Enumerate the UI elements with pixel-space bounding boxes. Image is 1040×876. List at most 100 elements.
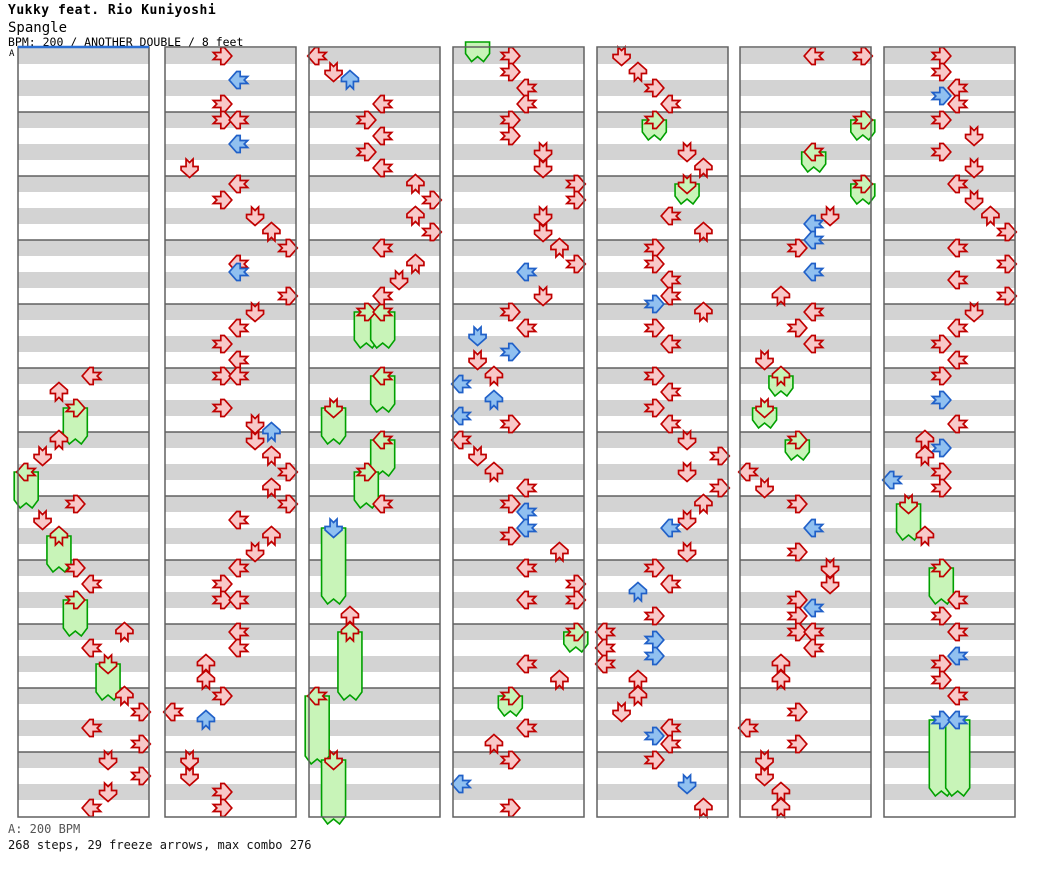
- beat-stripe: [165, 272, 296, 288]
- freeze-arrow-head: [306, 686, 329, 706]
- beat-stripe: [884, 208, 1015, 224]
- note-arrow: [211, 398, 233, 418]
- note-arrow: [786, 542, 808, 562]
- note-arrow: [660, 94, 682, 114]
- note-arrow: [643, 726, 665, 746]
- note-arrow: [643, 78, 665, 98]
- note-arrow: [484, 389, 504, 412]
- note-arrow: [276, 286, 299, 306]
- note-arrow: [81, 638, 103, 658]
- note-arrow: [196, 709, 216, 732]
- note-arrow: [660, 734, 682, 754]
- note-arrow: [211, 46, 233, 66]
- freeze-arrow-body: [895, 503, 922, 542]
- note-arrow: [643, 254, 665, 274]
- freeze-arrow-body: [353, 471, 380, 510]
- note-arrow: [180, 748, 199, 771]
- beat-stripe: [309, 720, 440, 736]
- freeze-arrow-head: [851, 174, 874, 194]
- note-arrow: [372, 238, 394, 258]
- note-arrow: [450, 374, 473, 394]
- column-border: [739, 46, 872, 818]
- note-arrow: [162, 702, 185, 722]
- note-arrow: [533, 204, 553, 227]
- note-arrow: [499, 526, 521, 546]
- note-arrow: [930, 142, 952, 162]
- note-arrow: [499, 342, 521, 362]
- beat-stripe: [18, 752, 149, 768]
- freeze-arrow-head: [899, 492, 918, 515]
- note-arrow: [851, 46, 874, 66]
- note-arrow: [755, 748, 774, 771]
- note-arrow: [947, 174, 969, 194]
- beat-stripe: [453, 208, 584, 224]
- note-arrow: [981, 205, 1000, 228]
- freeze-arrow-head: [324, 516, 343, 539]
- note-arrow: [660, 206, 682, 226]
- beat-stripe: [884, 304, 1015, 320]
- note-arrow: [115, 621, 134, 644]
- freeze-arrow-head: [340, 621, 360, 644]
- note-arrow: [262, 477, 281, 500]
- note-arrow: [468, 444, 487, 467]
- beat-stripe: [18, 80, 149, 96]
- freeze-arrow-body: [13, 471, 39, 510]
- note-arrow: [245, 428, 265, 451]
- freeze-arrow-head: [64, 590, 86, 610]
- note-arrow: [947, 318, 969, 338]
- column-border: [308, 46, 441, 818]
- note-arrow: [628, 685, 648, 708]
- note-arrow: [771, 797, 791, 820]
- chart-column-1: [13, 45, 152, 818]
- note-arrow: [677, 772, 697, 795]
- beat-stripe: [309, 48, 440, 64]
- beat-stripe: [740, 272, 871, 288]
- note-arrow: [643, 646, 665, 666]
- note-arrow: [81, 798, 103, 818]
- beat-stripe: [597, 496, 728, 512]
- freeze-arrow-head: [15, 462, 38, 482]
- note-arrow: [516, 590, 538, 610]
- freeze-arrow-head: [355, 302, 377, 322]
- note-arrow: [930, 478, 952, 498]
- beat-stripe: [165, 528, 296, 544]
- beat-stripe: [309, 272, 440, 288]
- note-arrow: [803, 638, 825, 658]
- note-arrow: [450, 774, 473, 794]
- note-arrow: [533, 156, 553, 179]
- note-arrow: [564, 190, 587, 210]
- beat-stripe: [597, 464, 728, 480]
- freeze-arrow-head: [755, 396, 774, 419]
- note-arrow: [49, 381, 69, 404]
- note-arrow: [516, 94, 538, 114]
- beat-stripe: [453, 144, 584, 160]
- note-arrow: [930, 366, 952, 386]
- note-arrow: [786, 734, 808, 754]
- note-arrow: [708, 478, 731, 498]
- beat-stripe: [18, 48, 149, 64]
- note-arrow: [484, 461, 504, 484]
- beat-stripe: [165, 752, 296, 768]
- note-arrow: [228, 366, 250, 386]
- note-arrow: [803, 598, 825, 618]
- beat-stripe: [453, 336, 584, 352]
- beat-stripe: [740, 688, 871, 704]
- note-arrow: [660, 334, 682, 354]
- freeze-arrow-head: [49, 525, 69, 548]
- beat-stripe: [18, 464, 149, 480]
- beat-stripe: [597, 304, 728, 320]
- note-arrow: [930, 86, 952, 106]
- chart-column-6: [737, 46, 876, 820]
- note-arrow: [245, 412, 265, 435]
- note-arrow: [499, 126, 521, 146]
- beat-stripe: [740, 528, 871, 544]
- note-arrow: [516, 262, 538, 282]
- note-arrow: [930, 110, 952, 130]
- note-arrow: [947, 622, 969, 642]
- note-arrow: [533, 284, 553, 307]
- note-arrow: [694, 797, 713, 820]
- freeze-arrow-head: [324, 748, 343, 771]
- note-arrow: [643, 750, 665, 770]
- freeze-arrow-body: [46, 535, 72, 574]
- note-arrow: [820, 556, 840, 579]
